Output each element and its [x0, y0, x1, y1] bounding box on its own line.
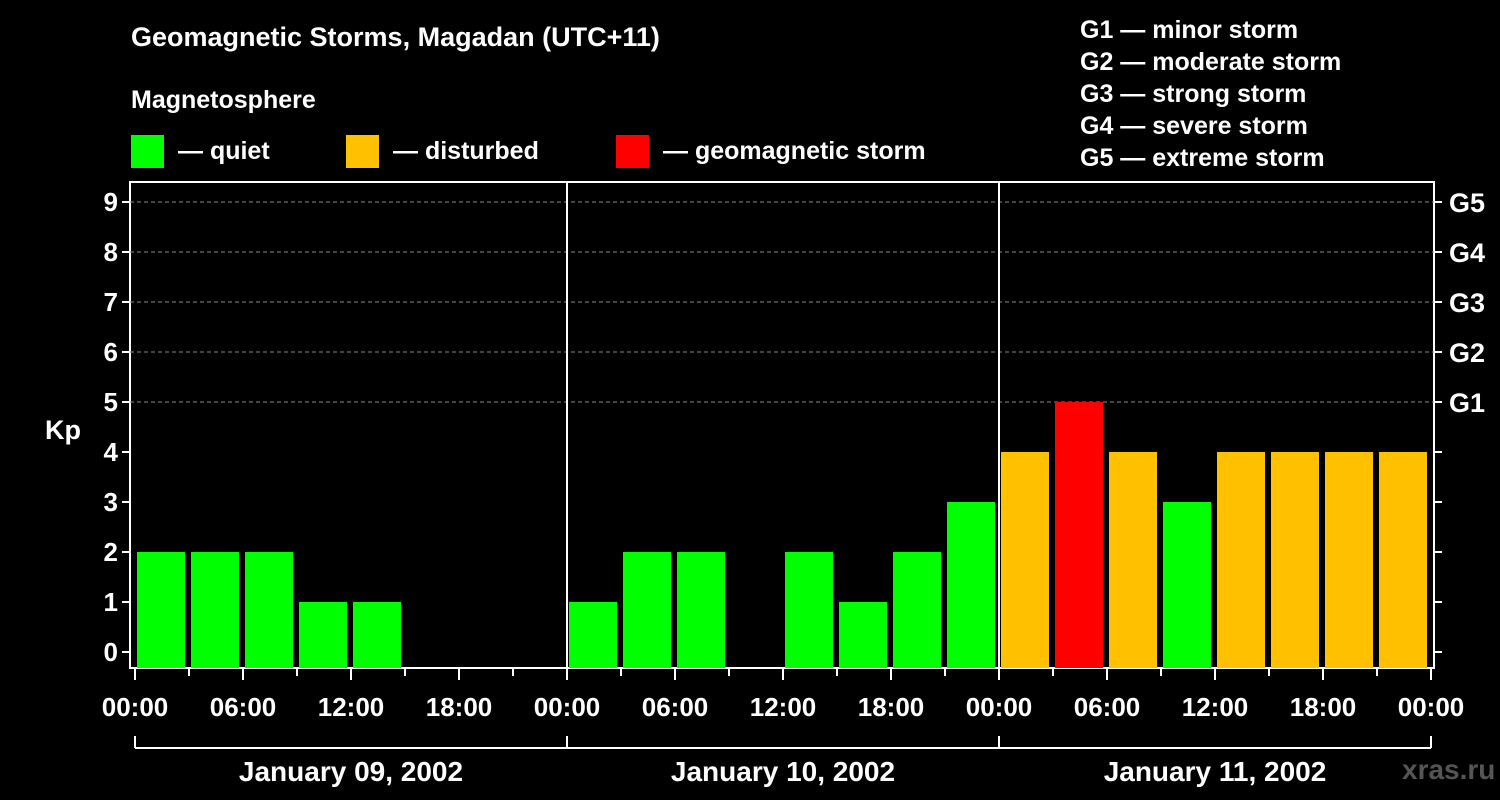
kp-bar: [893, 552, 941, 668]
kp-bar: [1325, 452, 1373, 668]
day-label: January 10, 2002: [671, 756, 895, 787]
legend-storm: — geomagnetic storm: [616, 134, 926, 168]
x-tick-label: 06:00: [210, 692, 277, 722]
kp-bar: [299, 602, 347, 668]
kp-bar: [1055, 402, 1103, 668]
kp-bar: [569, 602, 617, 668]
y-tick-label: 6: [104, 337, 118, 367]
legend-disturbed-label: — disturbed: [393, 136, 539, 165]
y-tick-label: 5: [104, 387, 118, 417]
g-level-label: G3: [1449, 288, 1485, 318]
kp-bar: [191, 552, 239, 668]
g-level-label: G4: [1449, 238, 1485, 268]
g-scale-legend: G1 — minor storm G2 — moderate storm G3 …: [1080, 14, 1341, 174]
kp-bar: [677, 552, 725, 668]
g-scale-g3: G3 — strong storm: [1080, 80, 1307, 108]
legend-quiet-swatch: [131, 134, 164, 168]
kp-bar: [353, 602, 401, 668]
kp-bar: [947, 502, 995, 668]
legend-disturbed: — disturbed: [346, 134, 539, 168]
y-tick-label: 2: [104, 537, 118, 567]
kp-bar: [623, 552, 671, 668]
y-tick-label: 3: [104, 487, 118, 517]
x-tick-label: 06:00: [1074, 692, 1141, 722]
kp-bar: [1163, 502, 1211, 668]
x-tick-label: 00:00: [966, 692, 1033, 722]
legend-quiet-label: — quiet: [178, 136, 270, 165]
day-label: January 09, 2002: [239, 756, 463, 787]
legend-storm-swatch: [616, 134, 649, 168]
x-tick-label: 12:00: [318, 692, 385, 722]
x-tick-label: 06:00: [642, 692, 709, 722]
magnetosphere-heading: Magnetosphere: [131, 86, 316, 114]
x-tick-label: 12:00: [1182, 692, 1249, 722]
kp-bar: [839, 602, 887, 668]
kp-bar: [1217, 452, 1265, 668]
g-level-label: G5: [1449, 188, 1485, 218]
y-tick-label: 1: [104, 587, 118, 617]
x-tick-label: 00:00: [534, 692, 601, 722]
kp-bar: [1271, 452, 1319, 668]
g-scale-g2: G2 — moderate storm: [1080, 48, 1342, 76]
y-tick-label: 4: [104, 437, 119, 467]
x-tick-label: 18:00: [858, 692, 925, 722]
y-axis-label: Kp: [45, 415, 81, 445]
x-tick-label: 00:00: [102, 692, 169, 722]
legend-quiet: — quiet: [131, 134, 270, 168]
y-tick-label: 7: [104, 287, 118, 317]
kp-bar: [137, 552, 185, 668]
chart-title: Geomagnetic Storms, Magadan (UTC+11): [131, 22, 660, 52]
g-scale-g1: G1 — minor storm: [1080, 16, 1299, 44]
kp-bar: [1379, 452, 1427, 668]
g-scale-g4: G4 — severe storm: [1080, 112, 1308, 140]
kp-bar: [1001, 452, 1049, 668]
g-level-label: G1: [1449, 388, 1485, 418]
y-tick-label: 8: [104, 237, 118, 267]
day-label: January 11, 2002: [1104, 756, 1327, 787]
g-scale-g5: G5 — extreme storm: [1080, 144, 1325, 172]
x-tick-label: 18:00: [426, 692, 493, 722]
legend-storm-label: — geomagnetic storm: [663, 136, 926, 165]
kp-bar: [1109, 452, 1157, 668]
y-tick-label: 0: [104, 637, 118, 667]
x-tick-label: 00:00: [1398, 692, 1465, 722]
legend-disturbed-swatch: [346, 134, 379, 168]
x-tick-label: 12:00: [750, 692, 817, 722]
g-level-label: G2: [1449, 338, 1485, 368]
kp-bar: [245, 552, 293, 668]
x-tick-label: 18:00: [1290, 692, 1357, 722]
watermark: xras.ru: [1402, 754, 1496, 785]
kp-bar: [785, 552, 833, 668]
y-tick-label: 9: [104, 187, 118, 217]
